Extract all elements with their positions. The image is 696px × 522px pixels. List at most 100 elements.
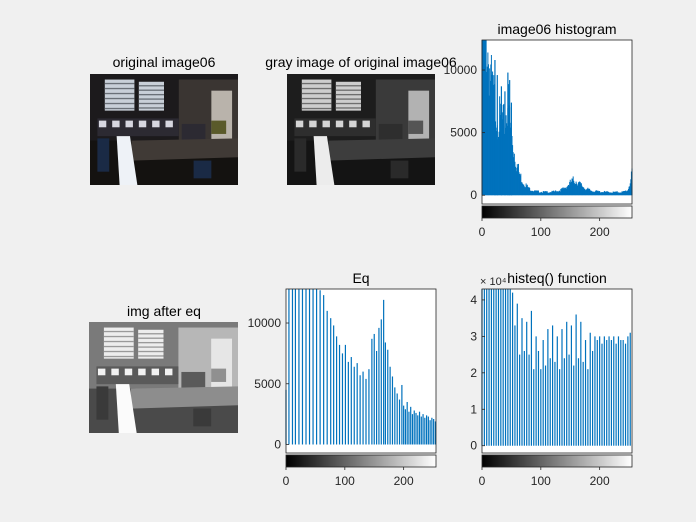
- photo-monitor: [152, 120, 160, 128]
- y-tick-label: 4: [470, 293, 477, 307]
- photo-blind: [301, 92, 332, 95]
- photo-window-right: [138, 329, 164, 359]
- photo-blind: [138, 89, 164, 91]
- histogram-eq-panel: 0 5000 10000 0 100 200 Eq: [248, 270, 437, 488]
- photo-cabinet: [378, 123, 403, 141]
- axes-box: [481, 39, 633, 205]
- photo-monitor: [164, 368, 173, 376]
- photo-monitor: [124, 368, 133, 376]
- photo-monitor: [335, 120, 344, 128]
- photo-plant: [211, 368, 227, 382]
- y-exponent-label: × 10⁴: [480, 276, 507, 288]
- photo-light-patch: [115, 384, 137, 433]
- photo-chair: [96, 386, 109, 420]
- photo-plant: [408, 120, 424, 134]
- photo-blind: [138, 102, 164, 105]
- photo-blind: [103, 335, 134, 338]
- photo-window-left: [301, 79, 332, 111]
- histogram-original-panel: 0 5000 10000 0 100 200 image06 histogram: [444, 21, 633, 239]
- photo-monitor: [97, 368, 106, 376]
- histogram-title: image06 histogram: [497, 21, 616, 37]
- image2-title: gray image of original image06: [265, 54, 457, 70]
- photo-blind: [301, 102, 332, 105]
- photo-cabinet: [181, 371, 206, 389]
- photo-blind: [138, 341, 164, 344]
- photo-blind: [301, 87, 332, 90]
- histogram-title: histeq() function: [507, 270, 607, 286]
- photo-monitor: [309, 120, 317, 128]
- histogram-bars: [481, 289, 631, 446]
- photo-window-right: [138, 81, 164, 111]
- photo-blind: [138, 107, 164, 109]
- x-tick-label: 200: [590, 474, 610, 488]
- colorbar: [481, 205, 633, 219]
- image1-title: original image06: [113, 54, 216, 70]
- photo-blind: [104, 97, 135, 100]
- equalized-image: [89, 322, 238, 433]
- photo-blind: [138, 85, 164, 87]
- photo-chair: [390, 160, 409, 179]
- x-tick-label: 200: [394, 474, 414, 488]
- x-tick-label: 100: [531, 474, 551, 488]
- y-tick-label: 10000: [248, 316, 282, 330]
- photo-blind: [301, 82, 332, 85]
- histogram-bars: [285, 289, 437, 445]
- photo-blind: [104, 87, 135, 90]
- photo-blind: [335, 102, 361, 105]
- y-tick-label: 5000: [450, 126, 477, 140]
- photo-monitor: [349, 120, 357, 128]
- photo-blind: [104, 107, 135, 110]
- y-tick-label: 0: [274, 437, 281, 451]
- photo-monitor: [138, 368, 146, 376]
- photo-monitor: [362, 120, 370, 128]
- photo-monitor: [112, 120, 120, 128]
- photo-blind: [138, 346, 164, 348]
- x-tick-label: 100: [531, 225, 551, 239]
- x-tick-label: 0: [283, 474, 290, 488]
- axes-box: [285, 288, 437, 454]
- photo-blind: [301, 97, 332, 100]
- photo-blind: [103, 330, 134, 333]
- photo-blind: [103, 355, 134, 358]
- photo-window-right: [335, 81, 361, 111]
- photo-blind: [335, 89, 361, 91]
- photo-blind: [138, 93, 164, 96]
- photo-monitor: [125, 120, 133, 128]
- photo-chair: [193, 408, 212, 427]
- photo-chair: [97, 138, 110, 172]
- histogram-histeq-panel: 0 1 2 3 4× 10⁴ 0 100 200 histeq() function: [470, 270, 633, 488]
- photo-blind: [103, 350, 134, 353]
- photo-blind: [138, 337, 164, 339]
- photo-blind: [335, 85, 361, 87]
- y-tick-label: 0: [470, 439, 477, 453]
- y-tick-label: 5000: [254, 377, 281, 391]
- x-tick-label: 100: [335, 474, 355, 488]
- histogram-bars: [481, 40, 633, 196]
- photo-table: [130, 386, 238, 409]
- y-tick-label: 1: [470, 402, 477, 416]
- colorbar: [285, 454, 437, 468]
- y-tick-label: 0: [470, 188, 477, 202]
- photo-blind: [104, 102, 135, 105]
- image3-title: img after eq: [127, 303, 201, 319]
- photo-light-patch: [313, 136, 335, 185]
- photo-chair: [294, 138, 307, 172]
- axes-box: [481, 288, 633, 454]
- photo-blind: [335, 98, 361, 100]
- photo-monitor: [151, 368, 160, 376]
- photo-table: [328, 138, 435, 161]
- photo-blind: [301, 107, 332, 110]
- photo-blind: [335, 93, 361, 96]
- photo-blind: [103, 340, 134, 343]
- plot-area: [286, 289, 436, 453]
- x-tick-label: 200: [590, 225, 610, 239]
- photo-monitor: [98, 120, 107, 128]
- photo-blind: [138, 350, 164, 353]
- y-tick-label: 2: [470, 366, 477, 380]
- photo-blind: [104, 92, 135, 95]
- y-tick-label: 10000: [444, 63, 478, 77]
- photo-blind: [138, 333, 164, 335]
- photo-window-left: [103, 327, 134, 359]
- colorbar: [481, 454, 633, 468]
